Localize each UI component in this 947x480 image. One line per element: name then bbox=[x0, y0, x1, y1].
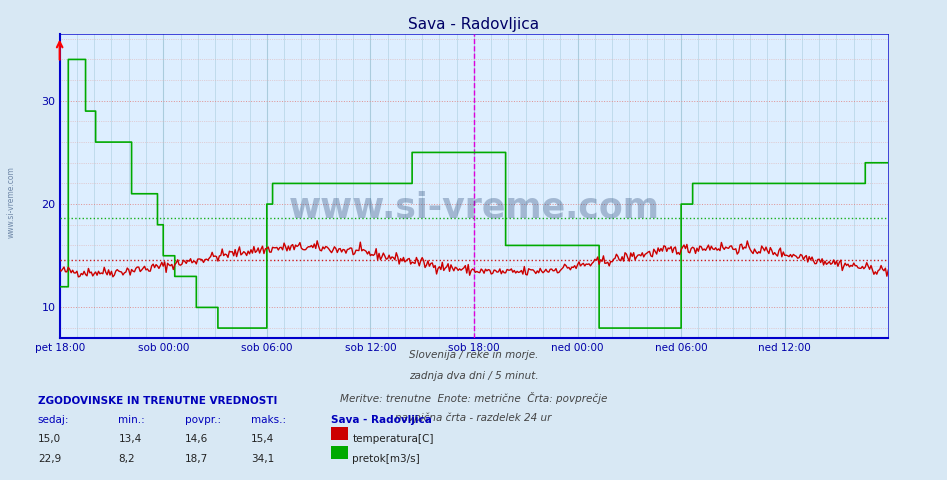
Text: 15,0: 15,0 bbox=[38, 434, 61, 444]
Text: www.si-vreme.com: www.si-vreme.com bbox=[289, 191, 659, 224]
Text: temperatura[C]: temperatura[C] bbox=[352, 434, 434, 444]
Text: maks.:: maks.: bbox=[251, 415, 286, 425]
Text: 15,4: 15,4 bbox=[251, 434, 275, 444]
Text: 18,7: 18,7 bbox=[185, 454, 208, 464]
Text: 22,9: 22,9 bbox=[38, 454, 62, 464]
Text: 34,1: 34,1 bbox=[251, 454, 275, 464]
Text: 13,4: 13,4 bbox=[118, 434, 142, 444]
Text: www.si-vreme.com: www.si-vreme.com bbox=[7, 166, 16, 238]
Text: Meritve: trenutne  Enote: metrične  Črta: povprečje: Meritve: trenutne Enote: metrične Črta: … bbox=[340, 392, 607, 404]
Text: Sava - Radovljica: Sava - Radovljica bbox=[408, 17, 539, 32]
Text: Slovenija / reke in morje.: Slovenija / reke in morje. bbox=[409, 350, 538, 360]
Text: ZGODOVINSKE IN TRENUTNE VREDNOSTI: ZGODOVINSKE IN TRENUTNE VREDNOSTI bbox=[38, 396, 277, 406]
Text: sedaj:: sedaj: bbox=[38, 415, 69, 425]
Text: 14,6: 14,6 bbox=[185, 434, 208, 444]
Text: 8,2: 8,2 bbox=[118, 454, 135, 464]
Text: pretok[m3/s]: pretok[m3/s] bbox=[352, 454, 420, 464]
Text: min.:: min.: bbox=[118, 415, 145, 425]
Text: povpr.:: povpr.: bbox=[185, 415, 221, 425]
Text: zadnja dva dni / 5 minut.: zadnja dva dni / 5 minut. bbox=[409, 371, 538, 381]
Text: navpična črta - razdelek 24 ur: navpična črta - razdelek 24 ur bbox=[395, 412, 552, 423]
Text: Sava - Radovljica: Sava - Radovljica bbox=[331, 415, 433, 425]
